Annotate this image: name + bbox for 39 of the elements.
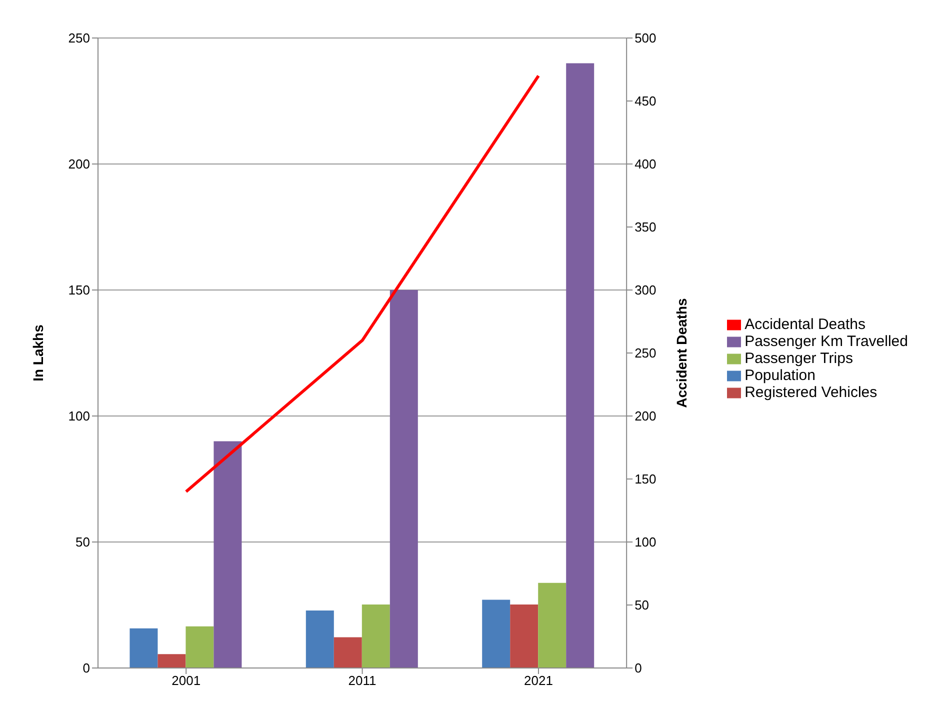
x-tick-label: 2001 (172, 673, 201, 688)
x-tick-label: 2021 (524, 673, 553, 688)
y2-tick-label: 100 (634, 534, 656, 550)
bar (306, 610, 334, 668)
y-tick-label: 150 (68, 282, 90, 298)
y2-tick-label: 200 (634, 408, 656, 424)
legend-label: Passenger Trips (744, 350, 853, 366)
bar (334, 637, 362, 668)
legend-label: Registered Vehicles (744, 384, 878, 400)
y-tick-label: 100 (68, 408, 90, 424)
y2-tick-label: 350 (634, 220, 656, 235)
y2-axis-title: Accident Deaths (674, 298, 690, 408)
y-axis-title: In Lakhs (30, 324, 46, 382)
legend-label: Population (744, 366, 816, 384)
bar (158, 654, 186, 668)
legend-label: Accidental Deaths (744, 316, 866, 332)
legend-label: Passenger Km Travelled (744, 332, 908, 350)
bar (538, 582, 566, 668)
bar (510, 604, 538, 668)
y2-tick-label: 300 (634, 282, 656, 298)
bar (482, 600, 510, 668)
y-tick-label: 250 (68, 30, 90, 46)
y2-tick-label: 400 (634, 156, 656, 172)
y-tick-label: 200 (68, 156, 90, 172)
y2-tick-label: 0 (634, 660, 642, 676)
y2-tick-label: 450 (634, 94, 656, 109)
y-tick-label: 50 (76, 534, 90, 550)
bar (130, 628, 158, 668)
y2-tick-label: 500 (634, 30, 656, 46)
x-tick-label: 2011 (348, 673, 376, 688)
y2-tick-label: 150 (634, 472, 656, 487)
y-tick-label: 0 (82, 660, 90, 676)
bar (214, 441, 242, 668)
y2-tick-label: 250 (634, 346, 656, 361)
bar (390, 290, 418, 668)
bar (566, 63, 594, 668)
bar (362, 604, 390, 668)
y2-tick-label: 50 (634, 598, 650, 613)
bar (186, 626, 214, 668)
